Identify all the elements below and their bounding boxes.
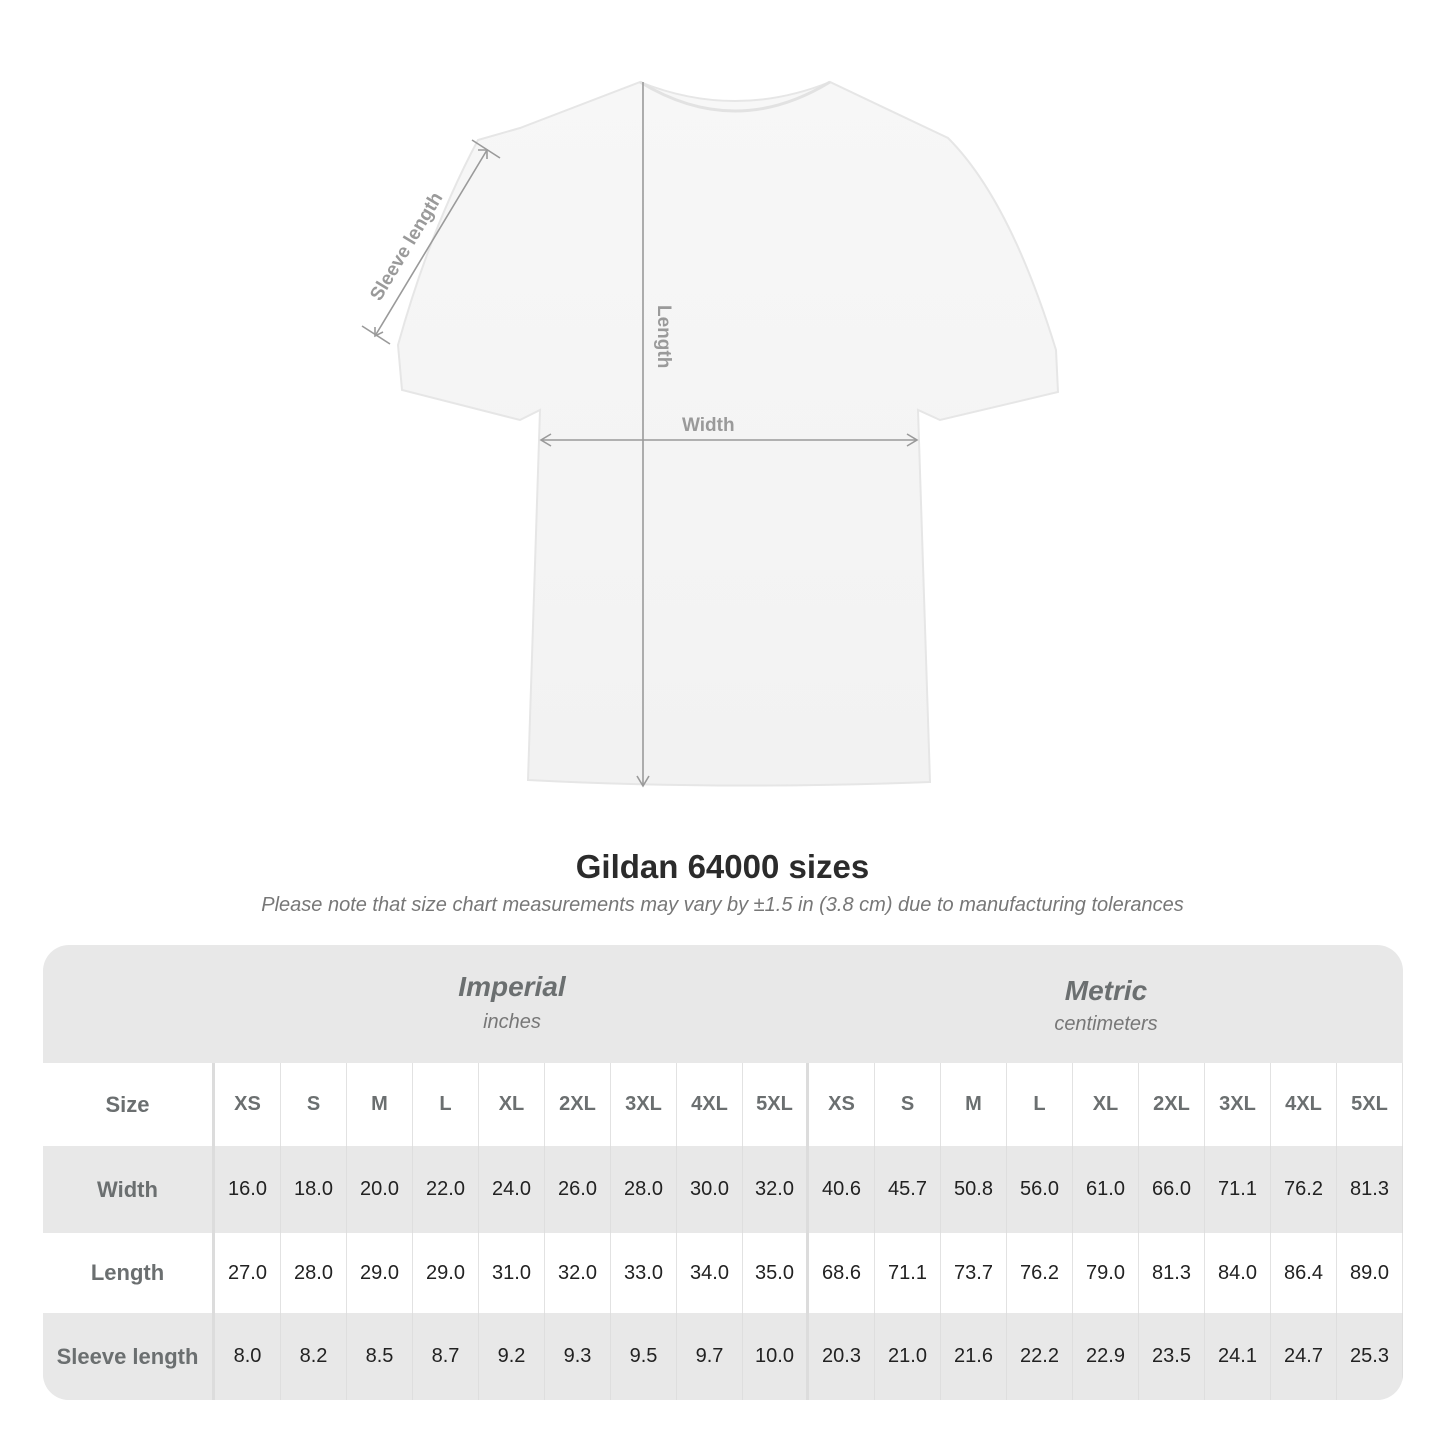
tshirt-shape: [396, 80, 1060, 787]
table-cell: 84.0: [1205, 1233, 1271, 1313]
size-header-cell: S: [281, 1063, 347, 1146]
table-cell: 25.3: [1337, 1313, 1403, 1400]
table-cell: 56.0: [1007, 1146, 1073, 1233]
size-header-cell: 2XL: [545, 1063, 611, 1146]
size-header-row: Size XS S M L XL 2XL 3XL 4XL 5XL XS S M L XL 2XL 3XL 4XL 5…: [43, 1063, 1403, 1146]
table-cell: 31.0: [479, 1233, 545, 1313]
table-cell: 8.2: [281, 1313, 347, 1400]
table-cell: 71.1: [875, 1233, 941, 1313]
table-cell: 50.8: [941, 1146, 1007, 1233]
table-row: Sleeve length 8.0 8.2 8.5 8.7 9.2 9.3 9.5 9.7 10.…: [43, 1313, 1403, 1400]
size-table: Imperial inches Metric centimeters Size X…: [43, 945, 1403, 1400]
size-header-cell: 2XL: [1139, 1063, 1205, 1146]
table-cell: 81.3: [1139, 1233, 1205, 1313]
table-cell: 32.0: [743, 1146, 809, 1233]
table-cell: 40.6: [809, 1146, 875, 1233]
table-cell: 71.1: [1205, 1146, 1271, 1233]
table-cell: 24.0: [479, 1146, 545, 1233]
length-label: Length: [653, 305, 674, 368]
table-cell: 66.0: [1139, 1146, 1205, 1233]
row-label: Length: [43, 1233, 215, 1313]
table-cell: 27.0: [215, 1233, 281, 1313]
metric-header: Metric centimeters: [1054, 975, 1158, 1035]
table-cell: 9.3: [545, 1313, 611, 1400]
table-cell: 68.6: [809, 1233, 875, 1313]
size-header-cell: 3XL: [1205, 1063, 1271, 1146]
table-cell: 33.0: [611, 1233, 677, 1313]
table-cell: 81.3: [1337, 1146, 1403, 1233]
table-cell: 9.5: [611, 1313, 677, 1400]
tshirt-collar: [639, 80, 831, 113]
table-cell: 29.0: [413, 1233, 479, 1313]
size-header-cell: 4XL: [677, 1063, 743, 1146]
row-label: Size: [43, 1063, 215, 1146]
table-cell: 9.7: [677, 1313, 743, 1400]
table-cell: 30.0: [677, 1146, 743, 1233]
table-cell: 21.0: [875, 1313, 941, 1400]
table-cell: 79.0: [1073, 1233, 1139, 1313]
table-cell: 61.0: [1073, 1146, 1139, 1233]
table-cell: 26.0: [545, 1146, 611, 1233]
table-cell: 76.2: [1271, 1146, 1337, 1233]
table-cell: 16.0: [215, 1146, 281, 1233]
table-row: Length 27.0 28.0 29.0 29.0 31.0 32.0 33.0 34.0 35…: [43, 1233, 1403, 1313]
table-cell: 35.0: [743, 1233, 809, 1313]
table-cell: 18.0: [281, 1146, 347, 1233]
table-cell: 34.0: [677, 1233, 743, 1313]
table-cell: 22.0: [413, 1146, 479, 1233]
table-cell: 24.7: [1271, 1313, 1337, 1400]
table-cell: 24.1: [1205, 1313, 1271, 1400]
size-header-cell: L: [413, 1063, 479, 1146]
table-cell: 89.0: [1337, 1233, 1403, 1313]
table-cell: 29.0: [347, 1233, 413, 1313]
size-header-cell: XL: [1073, 1063, 1139, 1146]
table-cell: 73.7: [941, 1233, 1007, 1313]
table-cell: 8.0: [215, 1313, 281, 1400]
size-header-cell: 5XL: [743, 1063, 809, 1146]
table-cell: 22.2: [1007, 1313, 1073, 1400]
table-cell: 86.4: [1271, 1233, 1337, 1313]
row-label: Sleeve length: [43, 1313, 215, 1400]
size-header-cell: L: [1007, 1063, 1073, 1146]
table-cell: 23.5: [1139, 1313, 1205, 1400]
size-header-cell: 5XL: [1337, 1063, 1403, 1146]
table-cell: 32.0: [545, 1233, 611, 1313]
table-cell: 28.0: [281, 1233, 347, 1313]
imperial-header: Imperial inches: [458, 971, 566, 1033]
size-header-cell: XS: [215, 1063, 281, 1146]
size-header-cell: M: [941, 1063, 1007, 1146]
table-cell: 20.0: [347, 1146, 413, 1233]
size-header-cell: XL: [479, 1063, 545, 1146]
table-cell: 8.5: [347, 1313, 413, 1400]
tolerance-note: Please note that size chart measurements…: [261, 894, 1184, 916]
tshirt-diagram: Sleeve length Length Width: [361, 80, 1060, 788]
table-cell: 22.9: [1073, 1313, 1139, 1400]
table-cell: 10.0: [743, 1313, 809, 1400]
table-cell: 9.2: [479, 1313, 545, 1400]
size-header-cell: S: [875, 1063, 941, 1146]
table-cell: 45.7: [875, 1146, 941, 1233]
row-label: Width: [43, 1146, 215, 1233]
width-label: Width: [682, 415, 735, 436]
size-header-cell: XS: [809, 1063, 875, 1146]
chart-title: Gildan 64000 sizes: [575, 848, 870, 885]
table-cell: 21.6: [941, 1313, 1007, 1400]
table-cell: 76.2: [1007, 1233, 1073, 1313]
table-row: Width 16.0 18.0 20.0 22.0 24.0 26.0 28.0 30.0 32.…: [43, 1146, 1403, 1233]
table-cell: 8.7: [413, 1313, 479, 1400]
size-header-cell: 3XL: [611, 1063, 677, 1146]
size-header-cell: 4XL: [1271, 1063, 1337, 1146]
sleeve-arrow: [374, 149, 488, 337]
size-header-cell: M: [347, 1063, 413, 1146]
table-cell: 28.0: [611, 1146, 677, 1233]
table-cell: 20.3: [809, 1313, 875, 1400]
